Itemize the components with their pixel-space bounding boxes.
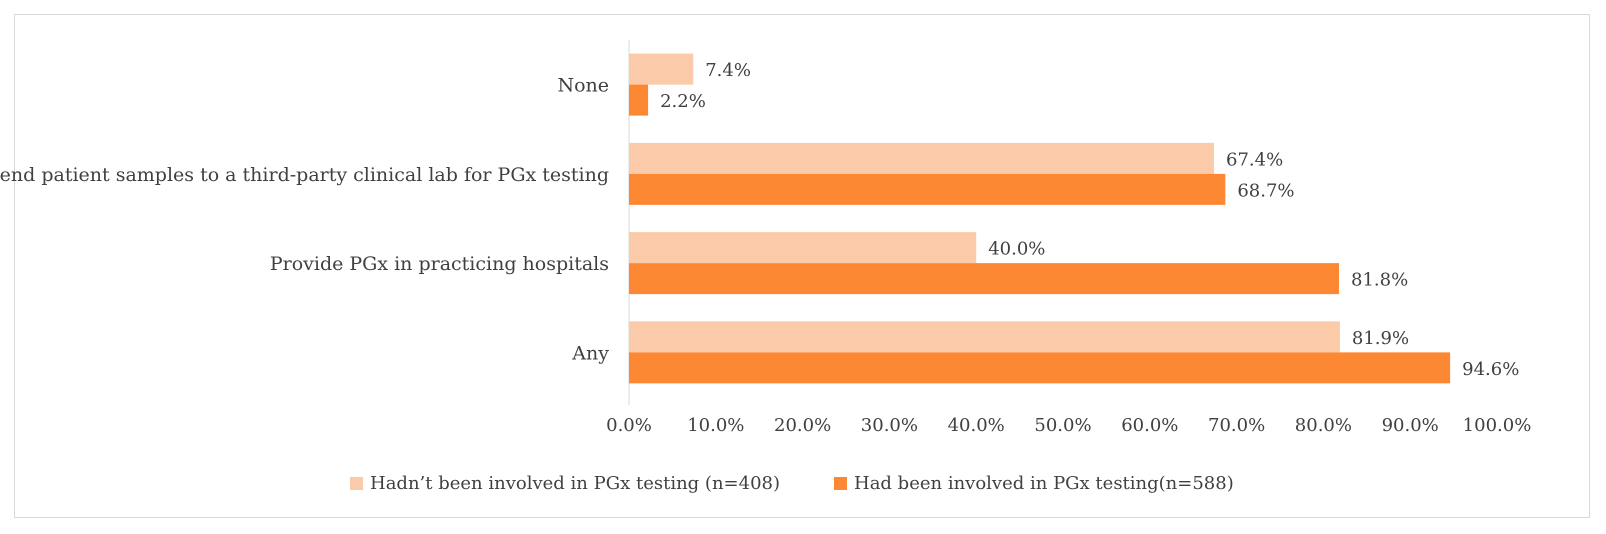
bar-involved	[629, 263, 1340, 295]
x-tick-label: 90.0%	[1382, 415, 1439, 436]
category-label: Any	[571, 342, 609, 364]
legend-item-involved: Had been involved in PGx testing(n=588)	[834, 470, 1234, 496]
category-label: Provide PGx in practicing hospitals	[270, 253, 609, 275]
x-tick-label: 50.0%	[1034, 415, 1091, 436]
data-label-not-involved: 67.4%	[1226, 149, 1283, 170]
data-label-involved: 94.6%	[1462, 359, 1519, 380]
x-tick-label: 10.0%	[687, 415, 744, 436]
legend: Hadn’t been involved in PGx testing (n=4…	[0, 470, 1606, 496]
legend-swatch-not-involved	[350, 476, 363, 490]
bar-involved	[629, 173, 1226, 205]
bar-not-involved	[629, 232, 977, 264]
data-label-involved: 81.8%	[1351, 270, 1408, 291]
bar-not-involved	[629, 321, 1340, 353]
category-label: None	[557, 75, 609, 97]
x-tick-label: 60.0%	[1121, 415, 1178, 436]
x-tick-label: 30.0%	[861, 415, 918, 436]
x-tick-label: 20.0%	[774, 415, 831, 436]
legend-swatch-involved	[834, 476, 847, 490]
x-tick-label: 80.0%	[1295, 415, 1352, 436]
data-label-involved: 68.7%	[1237, 180, 1294, 201]
bar-not-involved	[629, 142, 1215, 174]
bar-involved	[629, 352, 1451, 384]
data-label-not-involved: 81.9%	[1352, 328, 1409, 349]
x-tick-label: 0.0%	[606, 415, 652, 436]
data-label-involved: 2.2%	[660, 91, 706, 112]
legend-label-not-involved: Hadn’t been involved in PGx testing (n=4…	[370, 472, 781, 494]
bar-not-involved	[629, 53, 694, 85]
bar-involved	[629, 84, 649, 116]
data-label-not-involved: 40.0%	[988, 239, 1045, 260]
x-tick-label: 40.0%	[948, 415, 1005, 436]
data-label-not-involved: 7.4%	[705, 60, 751, 81]
x-tick-label: 100.0%	[1463, 415, 1532, 436]
category-label: Send patient samples to a third-party cl…	[0, 164, 609, 186]
x-tick-label: 70.0%	[1208, 415, 1265, 436]
legend-item-not-involved: Hadn’t been involved in PGx testing (n=4…	[350, 470, 780, 496]
legend-label-involved: Had been involved in PGx testing(n=588)	[854, 472, 1234, 494]
